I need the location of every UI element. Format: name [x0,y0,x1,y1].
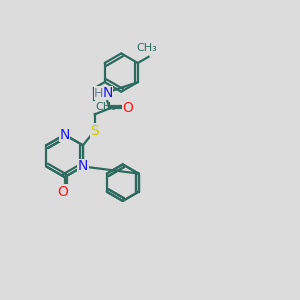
Text: O: O [58,185,69,199]
Text: H: H [94,87,104,100]
Text: N: N [59,128,70,142]
Text: CH₃: CH₃ [137,43,158,53]
Text: N: N [103,86,113,100]
Text: O: O [123,100,134,115]
Text: N: N [78,160,88,173]
Text: CH₃: CH₃ [95,102,116,112]
Text: S: S [90,124,99,138]
